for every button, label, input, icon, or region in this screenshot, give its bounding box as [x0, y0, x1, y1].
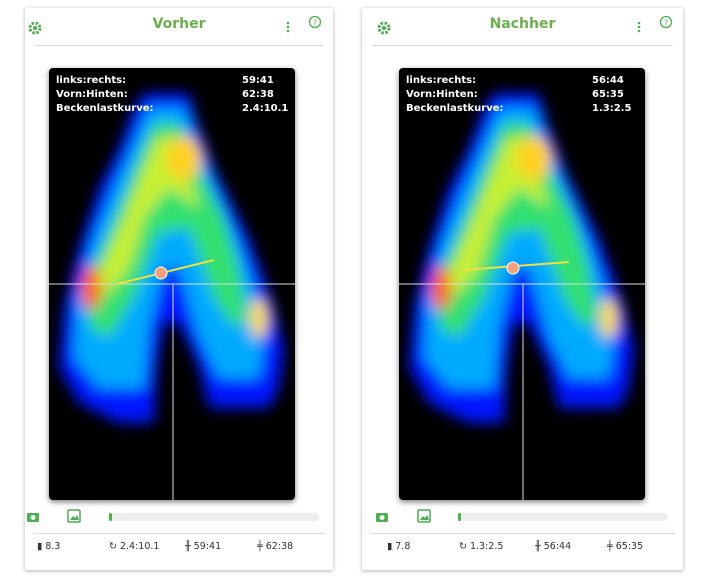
center-marker [506, 261, 520, 275]
panel-after: Nachher ? links:rechts: 56:44 Vorn:Hinte… [362, 8, 683, 570]
panel-title: Vorher [152, 16, 206, 32]
footer-stat: ╪ 62:38 [257, 541, 294, 552]
heatmap [49, 68, 295, 500]
gallery-icon[interactable] [417, 509, 431, 523]
footer-value: 56:44 [543, 541, 572, 552]
footer-stat: ↻ 1.3:2.5 [459, 541, 504, 552]
center-marker [154, 266, 168, 280]
help-icon[interactable]: ? [308, 15, 322, 29]
footer-value: 7.8 [395, 541, 411, 552]
stat-value: 65:35 [592, 89, 624, 100]
stat-label: Vorn:Hinten: [406, 89, 478, 100]
camera-icon[interactable] [26, 510, 40, 524]
help-icon[interactable]: ? [659, 15, 673, 29]
settings-icon[interactable] [25, 18, 45, 38]
pressure-map [399, 68, 645, 500]
footer-stat: ╫ 59:41 [185, 541, 222, 552]
stat-value: 62:38 [242, 89, 274, 100]
stat-value: 56:44 [592, 75, 624, 86]
footer-stat: ▮ 7.8 [387, 541, 411, 552]
divider [33, 533, 325, 534]
pressure-map [49, 68, 295, 500]
footer-stat: ▮ 8.3 [37, 541, 61, 552]
stat-value: 1.3:2.5 [592, 103, 632, 114]
settings-icon[interactable] [374, 18, 394, 38]
divider [35, 45, 323, 46]
footer-value: 1.3:2.5 [469, 541, 504, 552]
footer-value: 59:41 [193, 541, 222, 552]
stat-label: Beckenlastkurve: [406, 103, 504, 114]
timeline-slider[interactable] [458, 513, 668, 521]
heatmap [399, 68, 645, 500]
stat-label: links:rechts: [56, 75, 127, 86]
stat-value: 2.4:10.1 [242, 103, 289, 114]
footer-value: 8.3 [45, 541, 61, 552]
panel-before: Vorher ? links:rechts: 59:41 Vorn:Hinten… [25, 8, 333, 570]
footer-value: 62:38 [265, 541, 294, 552]
divider [370, 533, 675, 534]
panel-title: Nachher [489, 16, 556, 32]
menu-icon[interactable] [285, 20, 291, 34]
stat-label: Vorn:Hinten: [56, 89, 128, 100]
divider [372, 45, 673, 46]
stat-label: links:rechts: [406, 75, 477, 86]
svg-text:?: ? [313, 19, 317, 28]
timeline-slider[interactable] [109, 513, 319, 521]
svg-text:?: ? [664, 19, 668, 28]
footer-value: 2.4:10.1 [119, 541, 160, 552]
slider-handle[interactable] [458, 513, 461, 521]
footer-value: 65:35 [615, 541, 644, 552]
slider-handle[interactable] [109, 513, 112, 521]
footer-stat: ╫ 56:44 [535, 541, 572, 552]
camera-icon[interactable] [375, 510, 389, 524]
footer-stat: ╪ 65:35 [607, 541, 644, 552]
stat-label: Beckenlastkurve: [56, 103, 154, 114]
stat-value: 59:41 [242, 75, 274, 86]
footer-stat: ↻ 2.4:10.1 [109, 541, 160, 552]
menu-icon[interactable] [636, 20, 642, 34]
gallery-icon[interactable] [67, 509, 81, 523]
